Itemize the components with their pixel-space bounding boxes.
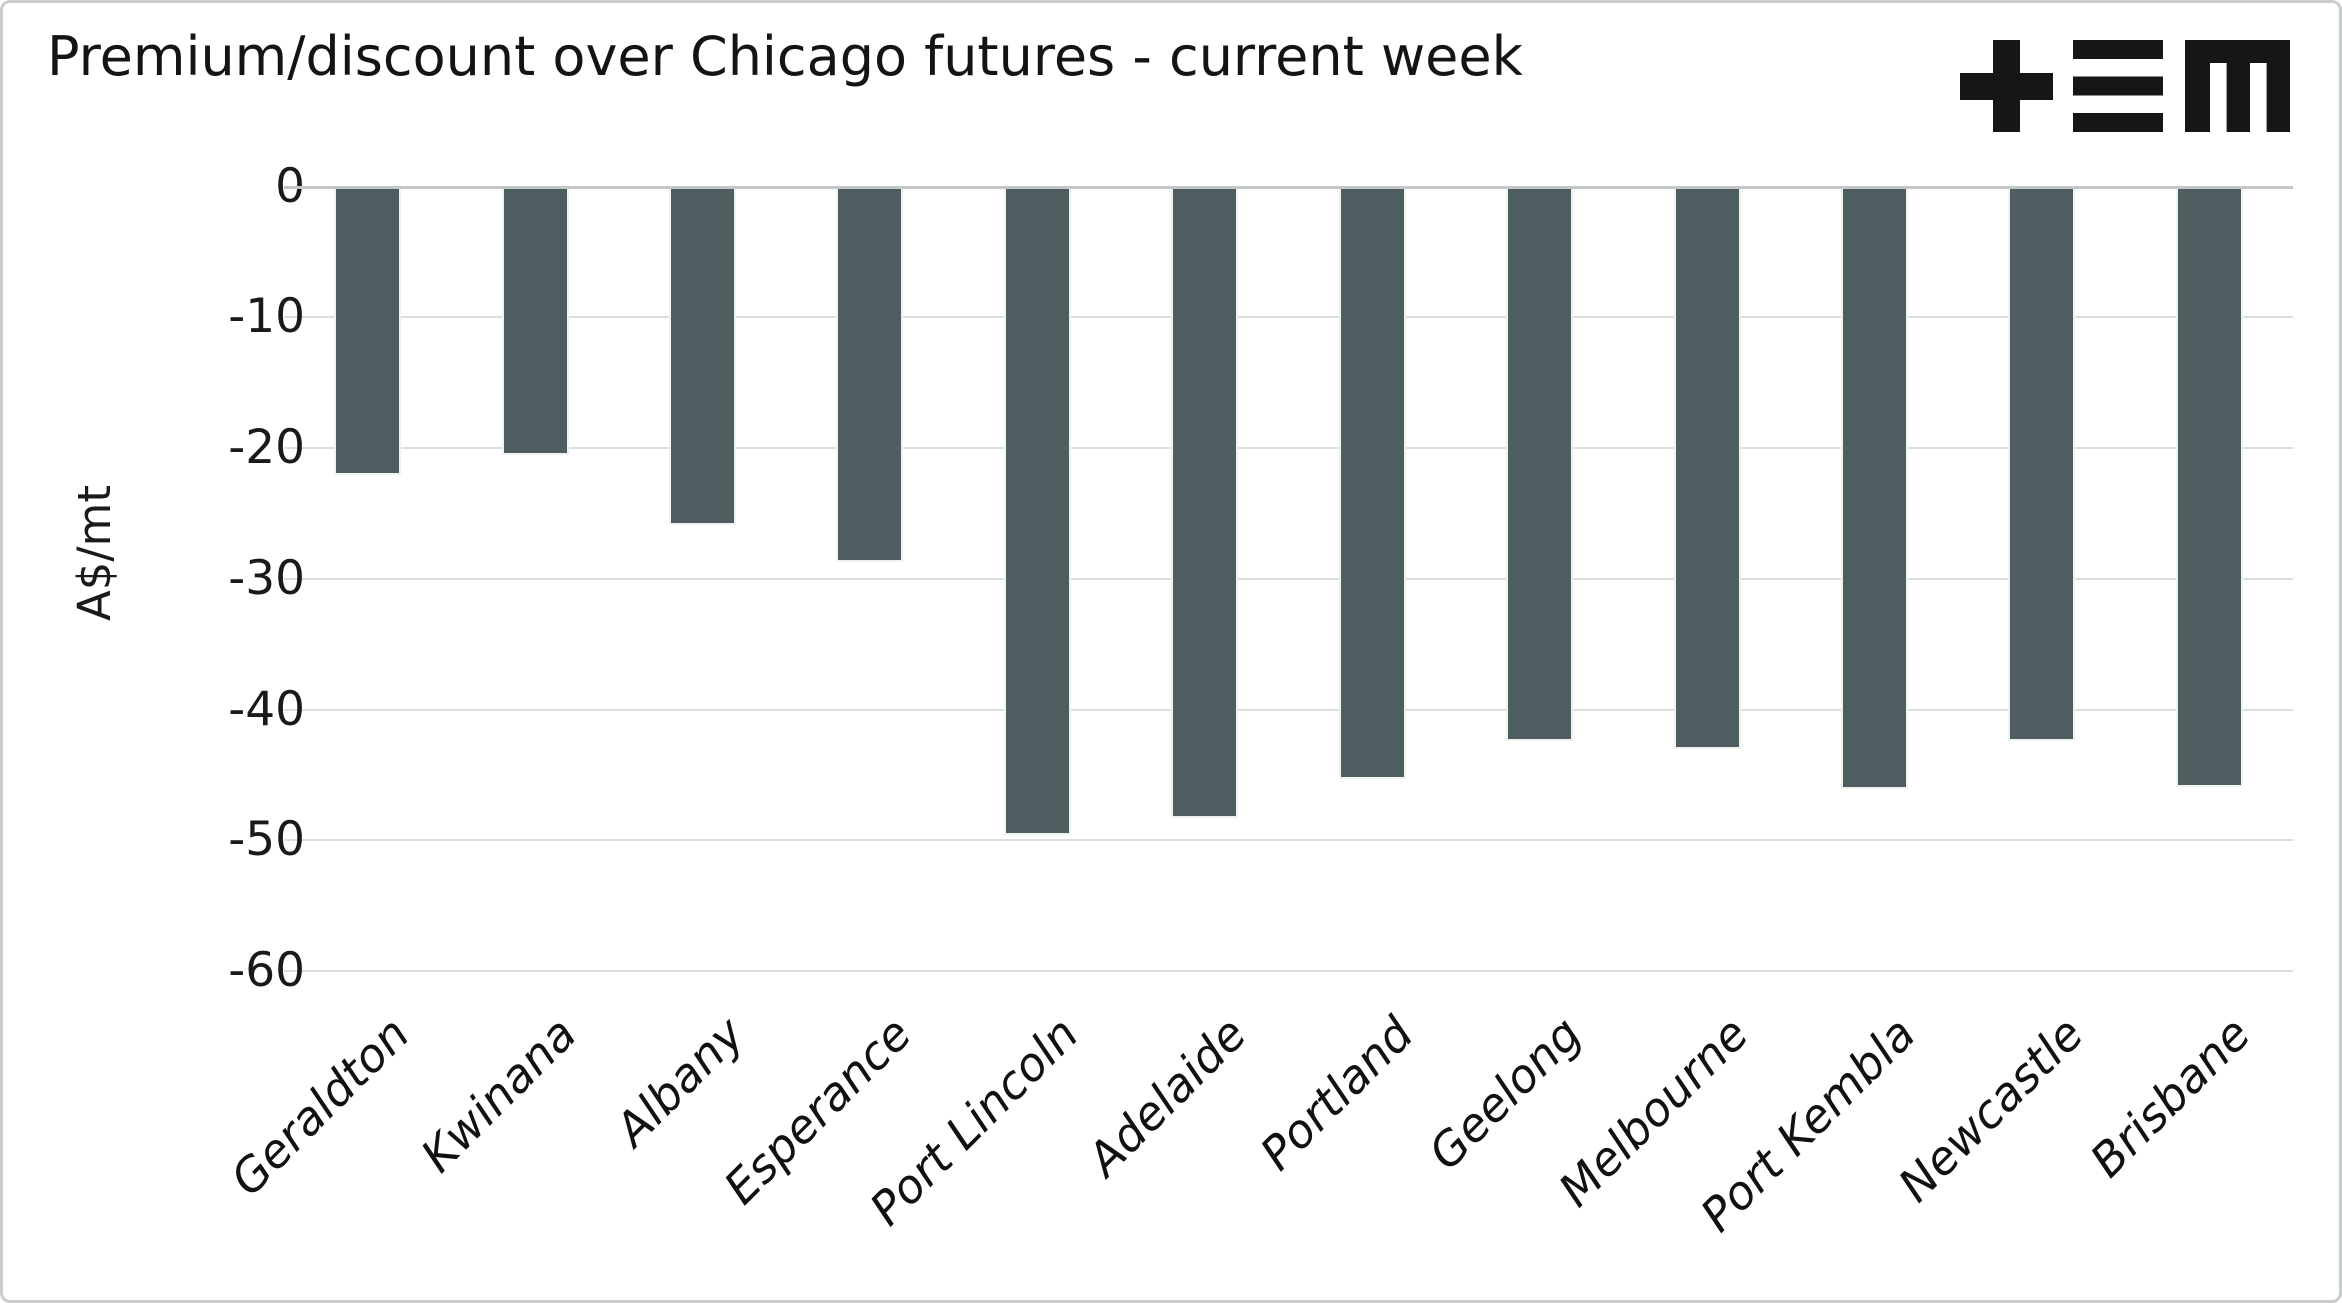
gridline [284,447,2293,449]
bar-esperance [836,189,904,562]
gridline [284,708,2293,711]
bar-melbourne [1673,189,1741,749]
y-tick-label: -50 [228,812,305,868]
bar-portland [1338,189,1406,779]
bar-brisbane [2175,189,2243,787]
bar-adelaide [1171,189,1239,819]
chart-title: Premium/discount over Chicago futures - … [47,25,1523,88]
bar-kwinana [501,189,569,455]
y-tick-label: -30 [228,550,305,606]
gridline [284,970,2293,972]
bar-geraldton [334,189,402,476]
block-m-icon [2185,40,2290,132]
y-tick-label: -60 [228,943,305,998]
gridline [284,839,2293,842]
bar-port-lincoln [1003,189,1071,836]
bar-geelong [1506,189,1574,741]
bar-newcastle [2008,189,2076,741]
y-tick-label: 0 [275,158,305,214]
bar-albany [669,189,737,526]
gridline [284,577,2293,580]
triple-bar-icon [2073,40,2163,132]
bar-port-kembla [1840,189,1908,790]
plus-icon [1960,40,2053,132]
y-axis-title: A$/mt [68,484,121,622]
y-tick-label: -40 [228,681,305,737]
gridline [284,316,2293,319]
x-axis-line [284,185,2293,189]
tem-logo [1960,40,2290,132]
plot-area: 0 -10 -20 -30 -40 -50 -60 Geraldton Kwinana Alban… [3,3,2339,1300]
y-tick-label: -10 [228,289,305,345]
y-tick-label: -20 [228,420,305,475]
